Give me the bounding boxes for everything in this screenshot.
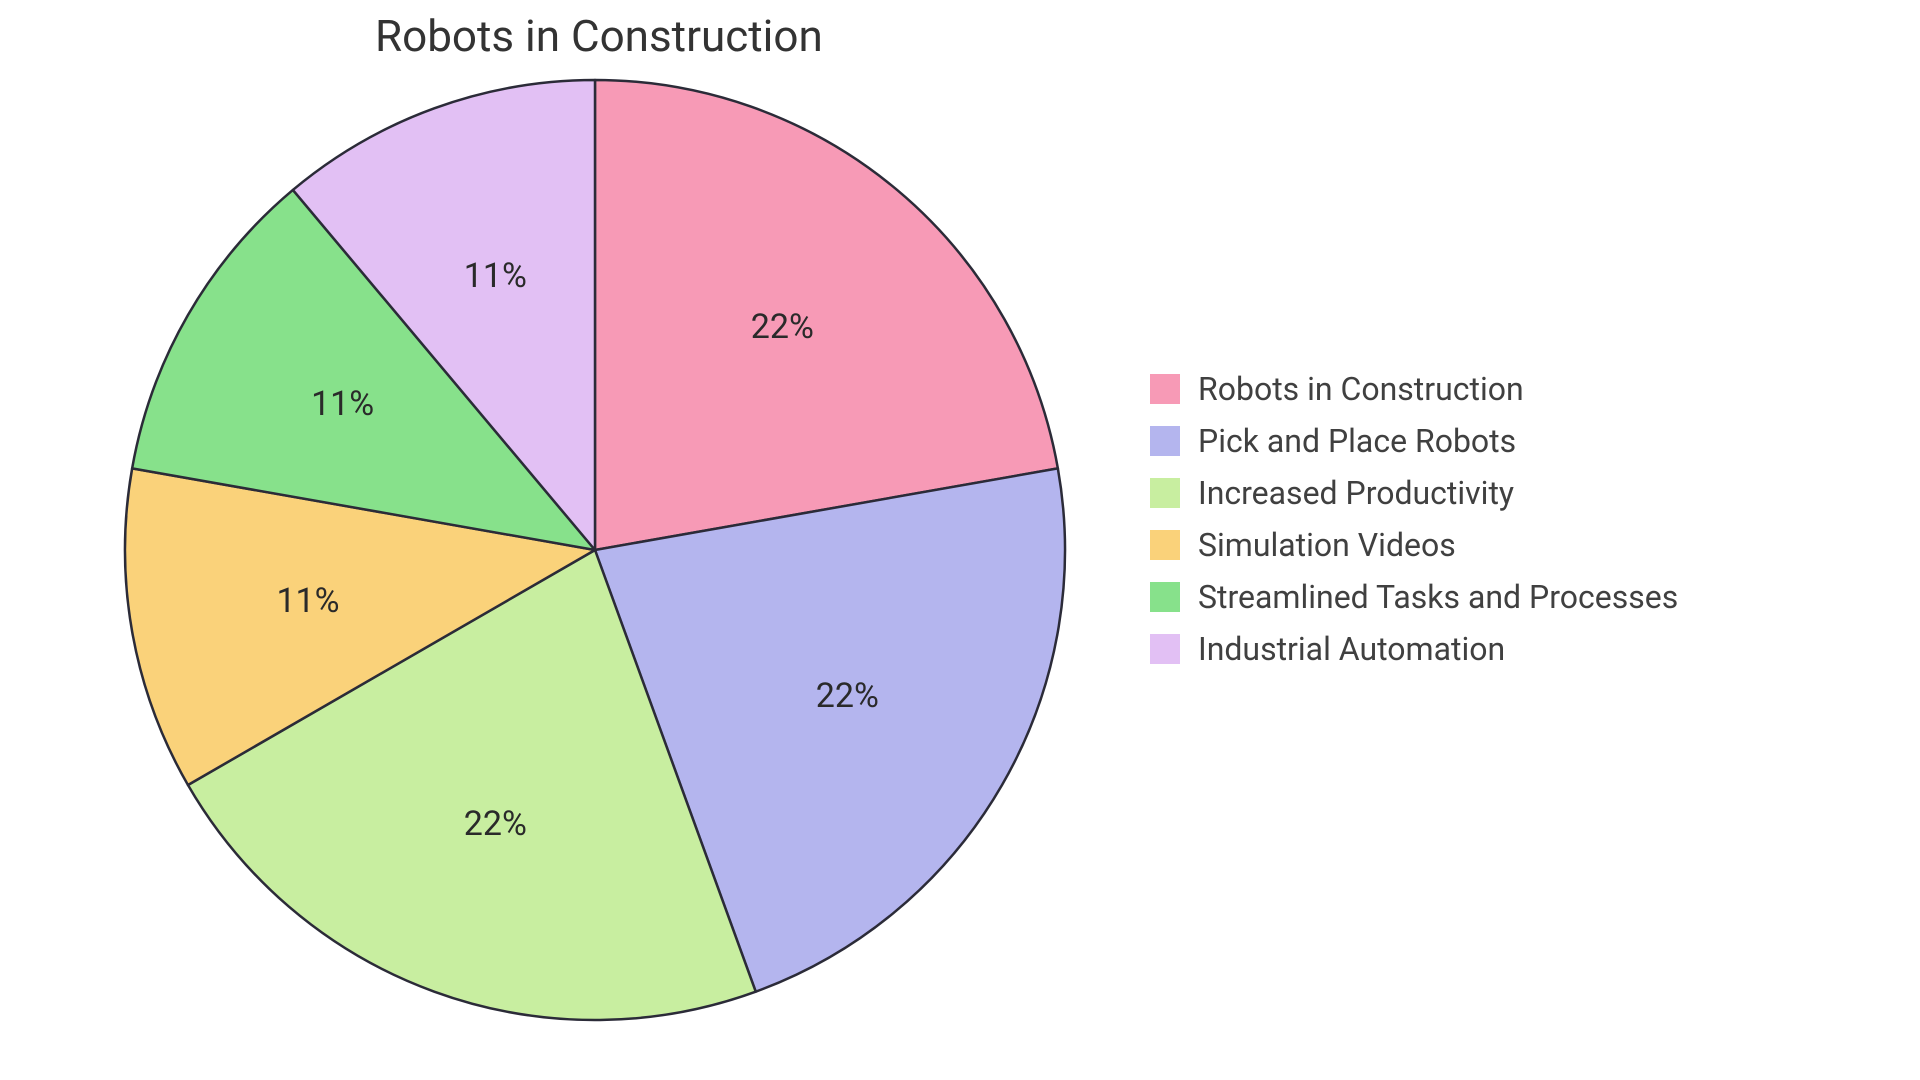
slice-percent-label: 11% <box>276 581 339 621</box>
chart-title: Robots in Construction <box>375 10 823 62</box>
legend-item: Robots in Construction <box>1150 370 1678 408</box>
legend-item: Simulation Videos <box>1150 526 1678 564</box>
legend-label: Industrial Automation <box>1198 630 1505 668</box>
legend-swatch <box>1150 374 1180 404</box>
pie-svg <box>121 76 1069 1024</box>
legend-item: Streamlined Tasks and Processes <box>1150 578 1678 616</box>
legend-label: Simulation Videos <box>1198 526 1456 564</box>
slice-percent-label: 22% <box>464 804 527 844</box>
chart-container: Robots in Construction 22% 22% 22% 11% 11% 11… <box>0 0 1920 1080</box>
legend: Robots in Construction Pick and Place Rob… <box>1150 370 1678 668</box>
slice-percent-label: 22% <box>816 676 879 716</box>
legend-swatch <box>1150 426 1180 456</box>
slice-percent-label: 11% <box>311 384 374 424</box>
legend-swatch <box>1150 582 1180 612</box>
legend-label: Robots in Construction <box>1198 370 1524 408</box>
legend-swatch <box>1150 634 1180 664</box>
legend-item: Pick and Place Robots <box>1150 422 1678 460</box>
legend-label: Streamlined Tasks and Processes <box>1198 578 1678 616</box>
legend-label: Pick and Place Robots <box>1198 422 1516 460</box>
legend-item: Increased Productivity <box>1150 474 1678 512</box>
legend-swatch <box>1150 530 1180 560</box>
pie-chart <box>121 76 1069 1028</box>
slice-percent-label: 22% <box>751 307 814 347</box>
slice-percent-label: 11% <box>464 256 527 296</box>
legend-item: Industrial Automation <box>1150 630 1678 668</box>
legend-label: Increased Productivity <box>1198 474 1514 512</box>
legend-swatch <box>1150 478 1180 508</box>
